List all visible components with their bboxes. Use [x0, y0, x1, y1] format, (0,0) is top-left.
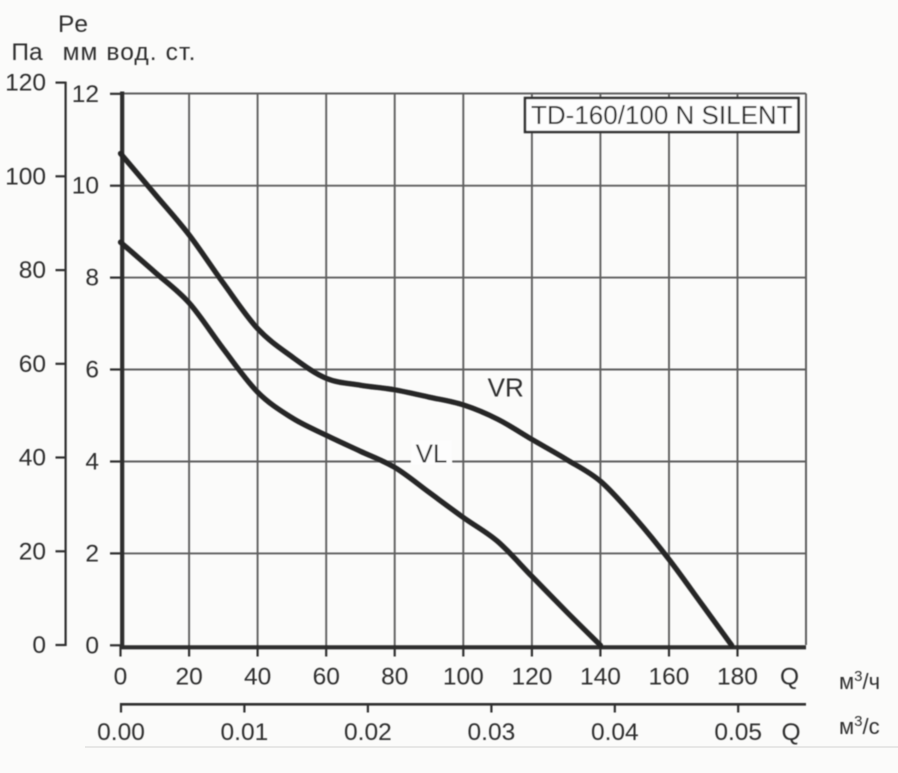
- svg-text:40: 40: [244, 664, 271, 691]
- svg-text:Q: Q: [780, 664, 799, 691]
- svg-text:80: 80: [19, 257, 46, 284]
- svg-text:2: 2: [85, 540, 99, 567]
- svg-text:0.02: 0.02: [344, 719, 392, 746]
- svg-text:160: 160: [649, 664, 690, 691]
- svg-text:TD-160/100 N SILENT: TD-160/100 N SILENT: [531, 100, 793, 130]
- svg-text:20: 20: [175, 664, 202, 691]
- svg-text:10: 10: [72, 173, 99, 200]
- svg-text:0: 0: [114, 664, 128, 691]
- svg-text:VL: VL: [416, 439, 448, 469]
- svg-text:мм вод. ст.: мм вод. ст.: [63, 39, 197, 66]
- svg-text:Pe: Pe: [58, 11, 88, 38]
- svg-text:6: 6: [85, 357, 99, 384]
- svg-text:120: 120: [511, 664, 552, 691]
- svg-text:0: 0: [32, 632, 46, 659]
- svg-text:0.01: 0.01: [221, 719, 269, 746]
- svg-text:Па: Па: [11, 39, 43, 66]
- svg-text:4: 4: [85, 449, 99, 476]
- svg-text:12: 12: [72, 81, 99, 108]
- svg-text:100: 100: [5, 163, 46, 190]
- svg-text:100: 100: [443, 664, 484, 691]
- svg-text:0.03: 0.03: [468, 719, 516, 746]
- svg-text:40: 40: [19, 445, 46, 472]
- svg-text:0.04: 0.04: [591, 719, 639, 746]
- svg-text:60: 60: [19, 351, 46, 378]
- svg-text:0: 0: [85, 632, 99, 659]
- svg-text:0.05: 0.05: [714, 719, 762, 746]
- svg-text:м3/ч: м3/ч: [839, 668, 880, 694]
- svg-text:VR: VR: [488, 373, 524, 403]
- svg-text:0.00: 0.00: [97, 719, 145, 746]
- svg-text:8: 8: [85, 265, 99, 292]
- svg-text:140: 140: [580, 664, 621, 691]
- svg-text:60: 60: [313, 664, 340, 691]
- svg-text:180: 180: [717, 664, 758, 691]
- svg-text:120: 120: [5, 70, 46, 97]
- svg-text:80: 80: [381, 664, 408, 691]
- svg-text:20: 20: [19, 538, 46, 565]
- svg-text:Q: Q: [781, 719, 800, 746]
